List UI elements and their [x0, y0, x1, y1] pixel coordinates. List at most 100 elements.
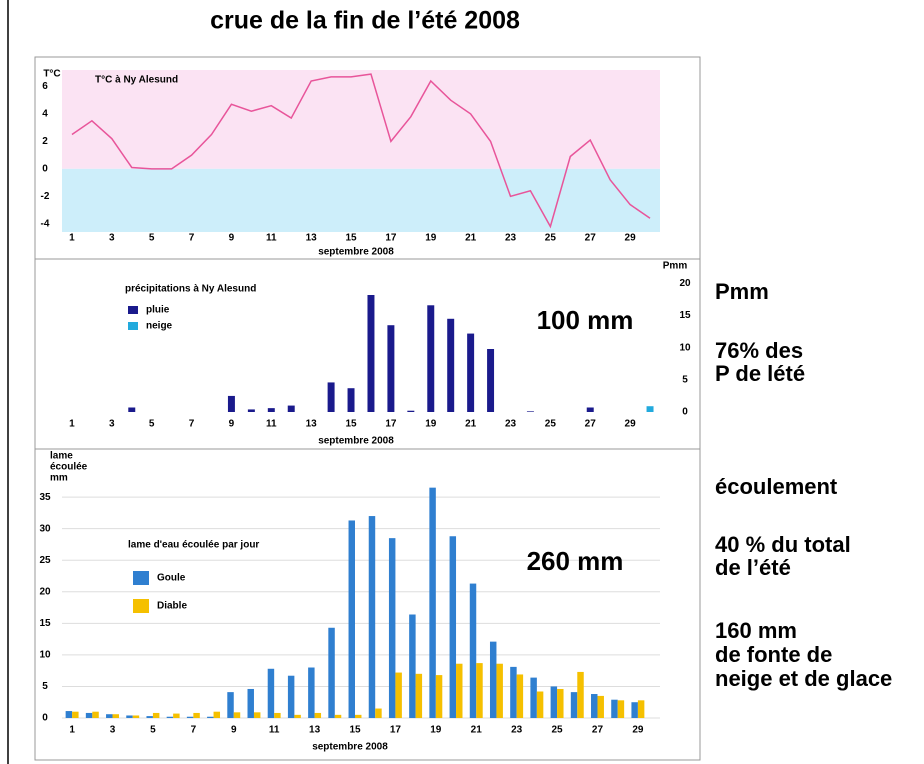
x-tick-label: 19: [430, 725, 442, 736]
x-tick-label: 19: [425, 233, 437, 244]
x-tick-label: 25: [545, 233, 557, 244]
x-tick-label: 29: [625, 233, 637, 244]
bar: [467, 333, 475, 412]
x-tick-label: 17: [385, 419, 397, 430]
legend-swatch: [128, 306, 138, 314]
bar: [570, 692, 578, 718]
x-tick-label: 15: [345, 419, 357, 430]
bar: [294, 714, 301, 718]
bar: [65, 711, 73, 718]
y-tick-label: 20: [679, 278, 691, 289]
side-note: de fonte de: [715, 642, 832, 667]
bar: [530, 677, 537, 718]
x-tick-label: 15: [345, 233, 357, 244]
y-tick-label: 6: [42, 81, 48, 92]
y-tick-label: 15: [39, 618, 51, 629]
side-note: écoulement: [715, 474, 838, 499]
y-tick-label: 35: [39, 492, 51, 503]
x-axis-label: septembre 2008: [318, 247, 394, 258]
x-tick-label: 15: [349, 725, 361, 736]
x-tick-label: 5: [149, 233, 155, 244]
x-tick-label: 9: [229, 419, 235, 430]
y-tick-label: 25: [39, 555, 51, 566]
y-tick-label: -4: [41, 218, 50, 229]
x-tick-label: 13: [306, 419, 318, 430]
bar: [173, 713, 180, 718]
bar: [429, 487, 436, 718]
bar: [496, 663, 503, 718]
bar: [348, 520, 355, 718]
legend-label: pluie: [146, 305, 170, 316]
bar: [435, 675, 443, 718]
legend-label: Diable: [157, 601, 187, 612]
bar: [469, 583, 477, 718]
bar: [227, 395, 235, 412]
line-series: [71, 73, 651, 229]
bar: [487, 349, 495, 412]
x-tick-label: 19: [425, 419, 437, 430]
x-tick-label: 23: [505, 233, 517, 244]
bar: [631, 702, 638, 718]
x-tick-label: 21: [471, 725, 483, 736]
bar: [489, 641, 497, 718]
side-note: P de lété: [715, 361, 805, 386]
y-tick-label: 10: [39, 650, 51, 661]
chart-title: lame d'eau écoulée par jour: [128, 540, 259, 551]
y-axis-label: Pmm: [663, 261, 688, 272]
bar: [334, 714, 342, 718]
bar: [267, 668, 275, 718]
warm-band: [62, 70, 660, 169]
bar: [415, 673, 423, 718]
bar: [355, 714, 362, 718]
x-tick-label: 25: [545, 419, 557, 430]
x-tick-label: 27: [585, 419, 597, 430]
x-tick-label: 17: [390, 725, 402, 736]
bar: [557, 688, 564, 718]
bar: [586, 407, 594, 412]
x-tick-label: 7: [189, 233, 195, 244]
bar: [476, 663, 483, 718]
bar: [368, 516, 376, 718]
y-axis-label: T°C: [43, 69, 60, 80]
bar: [253, 712, 261, 718]
bar: [449, 536, 457, 718]
bar: [314, 712, 322, 718]
x-tick-label: 11: [269, 725, 280, 736]
bar: [447, 318, 455, 412]
bar: [375, 708, 382, 718]
bar: [128, 407, 136, 412]
bar: [287, 405, 295, 412]
y-tick-label: 0: [42, 163, 48, 174]
bar: [186, 716, 194, 718]
x-tick-label: 11: [266, 233, 277, 244]
y-tick-label: 4: [42, 109, 48, 120]
bar: [213, 711, 221, 718]
x-tick-label: 29: [625, 419, 637, 430]
y-tick-label: 30: [39, 523, 51, 534]
side-note: neige et de glace: [715, 666, 892, 691]
y-tick-label: -2: [41, 191, 50, 202]
bar: [456, 663, 463, 718]
legend-swatch: [133, 571, 149, 585]
x-tick-label: 29: [632, 725, 644, 736]
bar: [395, 672, 402, 718]
y-tick-label: 10: [679, 342, 691, 353]
y-tick-label: 0: [42, 713, 48, 724]
side-note: de l’été: [715, 555, 791, 580]
bar: [267, 408, 275, 412]
bar: [166, 716, 174, 718]
legend-swatch: [133, 599, 149, 613]
x-tick-label: 5: [150, 725, 156, 736]
x-tick-label: 9: [229, 233, 235, 244]
x-tick-label: 23: [505, 419, 517, 430]
bar: [550, 686, 558, 718]
bar: [308, 667, 315, 718]
cold-band: [62, 168, 660, 232]
legend-swatch: [128, 322, 138, 330]
bar: [152, 712, 160, 718]
bar: [387, 325, 395, 412]
bar: [287, 675, 295, 718]
bar: [85, 712, 93, 718]
x-tick-label: 27: [585, 233, 597, 244]
